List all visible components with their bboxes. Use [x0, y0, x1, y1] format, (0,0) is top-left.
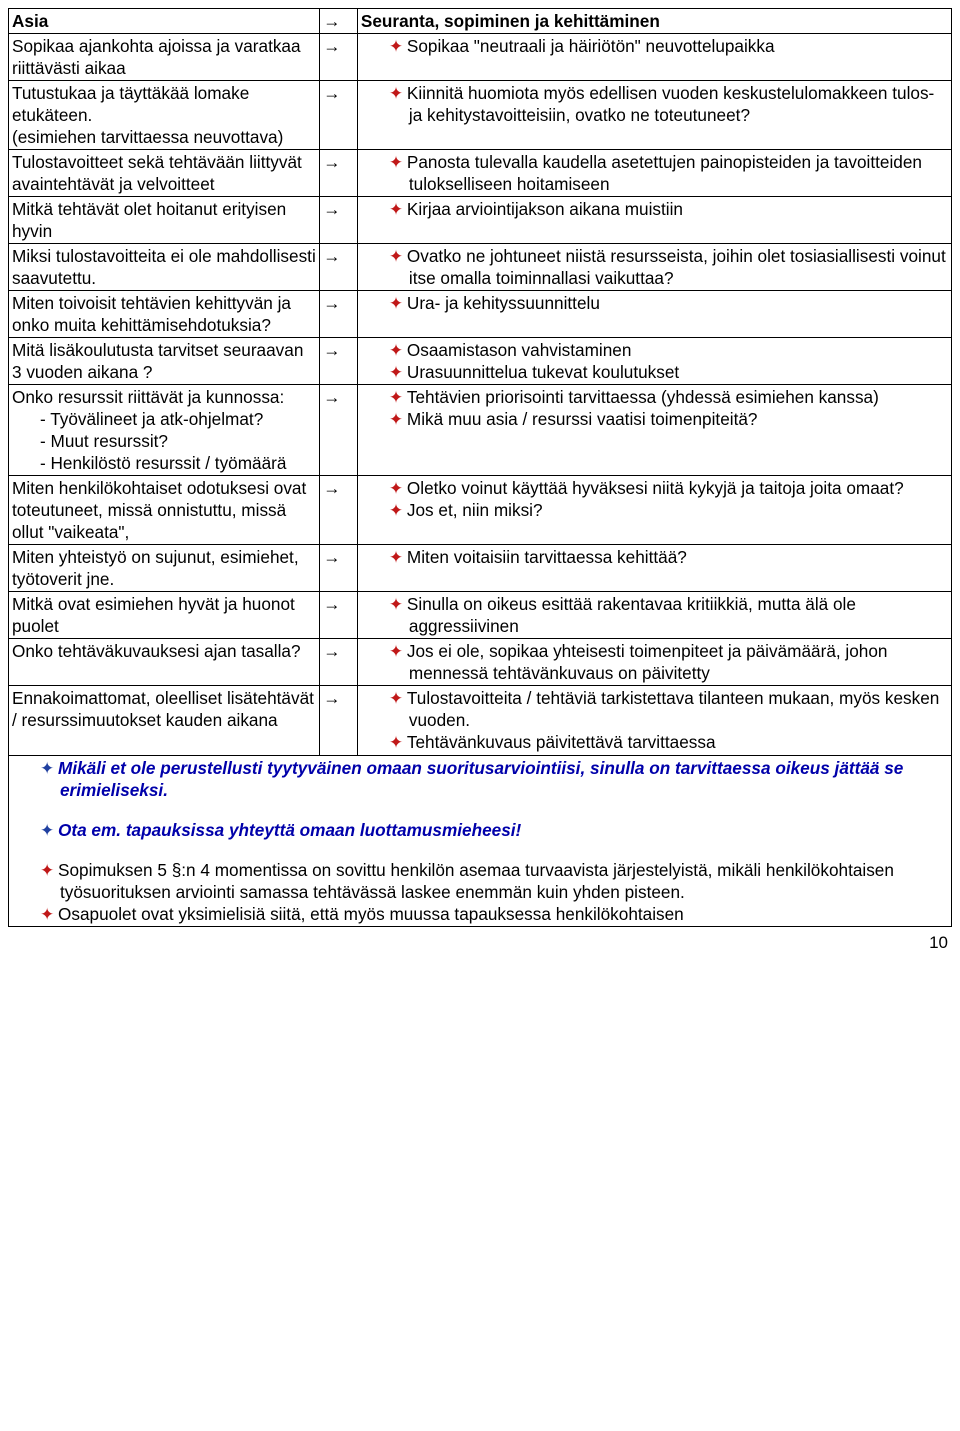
bullet-list: ✦Ovatko ne johtuneet niistä resursseista…: [361, 245, 948, 289]
row-arrow: →: [320, 338, 358, 385]
bullet-list: ✦Kiinnitä huomiota myös edellisen vuoden…: [361, 82, 948, 126]
row-arrow: →: [320, 545, 358, 592]
row-left: Tutustukaa ja täyttäkää lomake etukäteen…: [9, 81, 320, 150]
guidance-table: Asia→Seuranta, sopiminen ja kehittäminen…: [8, 8, 952, 927]
bullet-list: ✦Tulostavoitteita / tehtäviä tarkistetta…: [361, 687, 948, 753]
row-right: ✦Kirjaa arviointijakson aikana muistiin: [357, 197, 951, 244]
bullet-list: ✦Panosta tulevalla kaudella asetettujen …: [361, 151, 948, 195]
row-left: Mitkä tehtävät olet hoitanut erityisen h…: [9, 197, 320, 244]
bullet-list: ✦Miten voitaisiin tarvittaessa kehittää?: [361, 546, 948, 568]
bullet-list: ✦Tehtävien priorisointi tarvittaessa (yh…: [361, 386, 948, 430]
row-left: Onko resurssit riittävät ja kunnossa:Työ…: [9, 385, 320, 476]
bullet-list: ✦Kirjaa arviointijakson aikana muistiin: [361, 198, 948, 220]
row-left: Mitkä ovat esimiehen hyvät ja huonot puo…: [9, 592, 320, 639]
bullet-list: ✦Oletko voinut käyttää hyväksesi niitä k…: [361, 477, 948, 521]
header-right: Seuranta, sopiminen ja kehittäminen: [357, 9, 951, 34]
row-right: ✦Kiinnitä huomiota myös edellisen vuoden…: [357, 81, 951, 150]
bullet-list: ✦Osaamistason vahvistaminen✦Urasuunnitte…: [361, 339, 948, 383]
row-arrow: →: [320, 244, 358, 291]
row-left: Miksi tulostavoitteita ei ole mahdollise…: [9, 244, 320, 291]
row-arrow: →: [320, 197, 358, 244]
page-number: 10: [8, 927, 952, 953]
footer-cell: ✦Mikäli et ole perustellusti tyytyväinen…: [9, 755, 952, 926]
footer-list: ✦Mikäli et ole perustellusti tyytyväinen…: [12, 757, 948, 801]
row-arrow: →: [320, 34, 358, 81]
row-left: Mitä lisäkoulutusta tarvitset seuraavan …: [9, 338, 320, 385]
row-left: Sopikaa ajankohta ajoissa ja varatkaa ri…: [9, 34, 320, 81]
row-right: ✦Sinulla on oikeus esittää rakentavaa kr…: [357, 592, 951, 639]
row-arrow: →: [320, 639, 358, 686]
row-left: Onko tehtäväkuvauksesi ajan tasalla?: [9, 639, 320, 686]
row-arrow: →: [320, 81, 358, 150]
row-right: ✦Ura- ja kehityssuunnittelu: [357, 291, 951, 338]
bullet-list: ✦Jos ei ole, sopikaa yhteisesti toimenpi…: [361, 640, 948, 684]
bullet-list: ✦Sinulla on oikeus esittää rakentavaa kr…: [361, 593, 948, 637]
row-left: Ennakoimattomat, oleelliset lisätehtävät…: [9, 686, 320, 755]
row-arrow: →: [320, 476, 358, 545]
row-right: ✦Tehtävien priorisointi tarvittaessa (yh…: [357, 385, 951, 476]
row-arrow: →: [320, 385, 358, 476]
row-right: ✦Jos ei ole, sopikaa yhteisesti toimenpi…: [357, 639, 951, 686]
sub-list: Työvälineet ja atk-ohjelmat?Muut resurss…: [40, 408, 316, 474]
row-left: Miten toivoisit tehtävien kehittyvän ja …: [9, 291, 320, 338]
row-arrow: →: [320, 291, 358, 338]
bullet-list: ✦Ura- ja kehityssuunnittelu: [361, 292, 948, 314]
header-left: Asia: [9, 9, 320, 34]
row-right: ✦Panosta tulevalla kaudella asetettujen …: [357, 150, 951, 197]
row-left: Miten yhteistyö on sujunut, esimiehet, t…: [9, 545, 320, 592]
bullet-list: ✦Sopikaa "neutraali ja häiriötön" neuvot…: [361, 35, 948, 57]
row-right: ✦Osaamistason vahvistaminen✦Urasuunnitte…: [357, 338, 951, 385]
row-arrow: →: [320, 686, 358, 755]
row-right: ✦Tulostavoitteita / tehtäviä tarkistetta…: [357, 686, 951, 755]
row-left: Miten henkilökohtaiset odotuksesi ovat t…: [9, 476, 320, 545]
row-right: ✦Oletko voinut käyttää hyväksesi niitä k…: [357, 476, 951, 545]
row-right: ✦Sopikaa "neutraali ja häiriötön" neuvot…: [357, 34, 951, 81]
row-arrow: →: [320, 592, 358, 639]
row-left: Tulostavoitteet sekä tehtävään liittyvät…: [9, 150, 320, 197]
row-right: ✦Ovatko ne johtuneet niistä resursseista…: [357, 244, 951, 291]
row-right: ✦Miten voitaisiin tarvittaessa kehittää?: [357, 545, 951, 592]
row-arrow: →: [320, 150, 358, 197]
header-arrow: →: [320, 9, 358, 34]
